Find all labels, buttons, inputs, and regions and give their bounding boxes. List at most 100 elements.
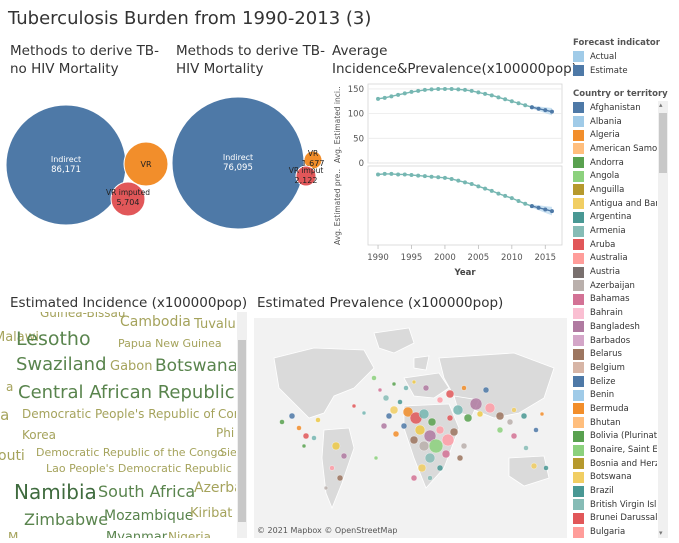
legend-item[interactable]: Belarus xyxy=(573,347,657,361)
country-marker[interactable] xyxy=(424,452,436,464)
word-cloud-word[interactable]: Namibia xyxy=(14,480,97,504)
country-marker[interactable] xyxy=(436,396,444,404)
country-marker[interactable] xyxy=(377,387,383,393)
actual-point[interactable] xyxy=(396,92,401,97)
actual-point[interactable] xyxy=(416,88,421,93)
actual-point[interactable] xyxy=(516,198,521,203)
actual-point[interactable] xyxy=(409,89,414,94)
legend-item[interactable]: Armenia xyxy=(573,224,657,238)
word-cloud-word[interactable]: Democratic People's Republic of xyxy=(22,407,215,421)
word-cloud-word[interactable]: Cor xyxy=(218,407,236,421)
word-cloud-word[interactable]: Botswana xyxy=(155,356,236,376)
actual-point[interactable] xyxy=(463,87,467,92)
legend-item[interactable]: Bangladesh xyxy=(573,320,657,334)
actual-point[interactable] xyxy=(496,191,501,196)
country-marker[interactable] xyxy=(391,381,397,387)
legend-item[interactable]: Bonaire, Saint E.. xyxy=(573,443,657,457)
legend-item[interactable]: Botswana xyxy=(573,471,657,485)
country-marker[interactable] xyxy=(288,412,296,420)
legend-item[interactable]: Bhutan xyxy=(573,416,657,430)
country-marker[interactable] xyxy=(340,452,348,460)
actual-point[interactable] xyxy=(442,175,447,180)
country-marker[interactable] xyxy=(506,418,514,426)
word-cloud-word[interactable]: Nigeria xyxy=(168,530,211,538)
country-marker[interactable] xyxy=(301,443,307,449)
legend-item[interactable]: Australia xyxy=(573,252,657,266)
scroll-up-icon[interactable]: ▴ xyxy=(659,101,663,109)
legend-item[interactable]: Bulgaria xyxy=(573,525,657,538)
word-cloud-word[interactable]: Papua New Guinea xyxy=(118,337,222,350)
country-marker[interactable] xyxy=(397,399,403,405)
word-cloud-word[interactable]: Myanmar xyxy=(106,530,168,538)
country-marker[interactable] xyxy=(436,464,444,472)
country-marker[interactable] xyxy=(463,413,473,423)
country-marker[interactable] xyxy=(476,410,484,418)
country-marker[interactable] xyxy=(402,406,414,418)
country-marker[interactable] xyxy=(382,394,390,402)
word-cloud-word[interactable]: Malawi xyxy=(0,330,40,345)
actual-point[interactable] xyxy=(469,182,474,187)
country-marker[interactable] xyxy=(279,419,285,425)
word-cloud-word[interactable]: Kiribat xyxy=(190,506,233,521)
actual-point[interactable] xyxy=(402,172,407,177)
actual-point[interactable] xyxy=(476,90,481,95)
word-cloud-word[interactable]: Tuvalu xyxy=(194,317,236,332)
word-cloud-word[interactable]: outi xyxy=(0,448,25,464)
country-marker[interactable] xyxy=(417,463,427,473)
legend-item[interactable]: Anguilla xyxy=(573,183,657,197)
estimate-point[interactable] xyxy=(543,108,548,113)
country-marker[interactable] xyxy=(446,414,454,422)
legend-item[interactable]: Argentina xyxy=(573,211,657,225)
actual-point[interactable] xyxy=(376,96,381,101)
actual-point[interactable] xyxy=(509,196,514,201)
estimate-point[interactable] xyxy=(549,209,554,214)
word-cloud-word[interactable]: Gabon xyxy=(110,359,153,374)
actual-point[interactable] xyxy=(483,91,488,96)
legend-item[interactable]: Angola xyxy=(573,169,657,183)
word-cloud-word[interactable]: Zimbabwe xyxy=(24,510,109,529)
country-marker[interactable] xyxy=(414,424,426,436)
country-marker[interactable] xyxy=(456,454,464,462)
legend-item[interactable]: Afghanistan xyxy=(573,101,657,115)
legend-item[interactable]: Belize xyxy=(573,375,657,389)
prevalence-map[interactable]: © 2021 Mapbox © OpenStreetMap xyxy=(254,318,567,538)
country-marker[interactable] xyxy=(441,433,455,447)
country-marker[interactable] xyxy=(422,384,430,392)
actual-point[interactable] xyxy=(483,186,488,191)
country-marker[interactable] xyxy=(427,475,433,481)
actual-point[interactable] xyxy=(429,87,434,92)
country-marker[interactable] xyxy=(539,411,545,417)
country-marker[interactable] xyxy=(511,407,517,413)
estimate-point[interactable] xyxy=(549,109,554,114)
legend-item[interactable]: Bahamas xyxy=(573,293,657,307)
country-marker[interactable] xyxy=(520,412,528,420)
actual-point[interactable] xyxy=(503,97,508,102)
actual-point[interactable] xyxy=(389,171,394,176)
word-cloud-word[interactable]: Guinea-Bissau xyxy=(40,312,126,320)
legend-item[interactable]: Antigua and Bar.. xyxy=(573,197,657,211)
country-marker[interactable] xyxy=(452,404,464,416)
actual-point[interactable] xyxy=(469,88,474,93)
actual-point[interactable] xyxy=(503,193,508,198)
country-marker[interactable] xyxy=(296,425,302,431)
actual-point[interactable] xyxy=(416,173,421,178)
actual-point[interactable] xyxy=(429,174,434,179)
estimate-point[interactable] xyxy=(543,207,548,212)
estimate-point[interactable] xyxy=(529,204,534,209)
word-cloud-word[interactable]: Korea xyxy=(22,428,57,442)
word-cloud-word[interactable]: Sie xyxy=(220,446,236,459)
word-cloud-scrollbar[interactable] xyxy=(237,312,247,538)
word-cloud-scroll-thumb[interactable] xyxy=(238,340,246,522)
country-marker[interactable] xyxy=(411,379,417,385)
legend-item[interactable]: Belgium xyxy=(573,361,657,375)
country-marker[interactable] xyxy=(484,402,496,414)
actual-point[interactable] xyxy=(456,87,461,92)
country-marker[interactable] xyxy=(351,403,357,409)
country-marker[interactable] xyxy=(336,474,344,482)
country-marker[interactable] xyxy=(435,425,445,435)
word-cloud-word[interactable]: Democratic Republic of the Congo xyxy=(36,446,225,459)
actual-point[interactable] xyxy=(449,86,454,91)
word-cloud-word[interactable]: Cambodia xyxy=(120,314,191,330)
actual-point[interactable] xyxy=(523,201,528,206)
country-marker[interactable] xyxy=(445,389,455,399)
